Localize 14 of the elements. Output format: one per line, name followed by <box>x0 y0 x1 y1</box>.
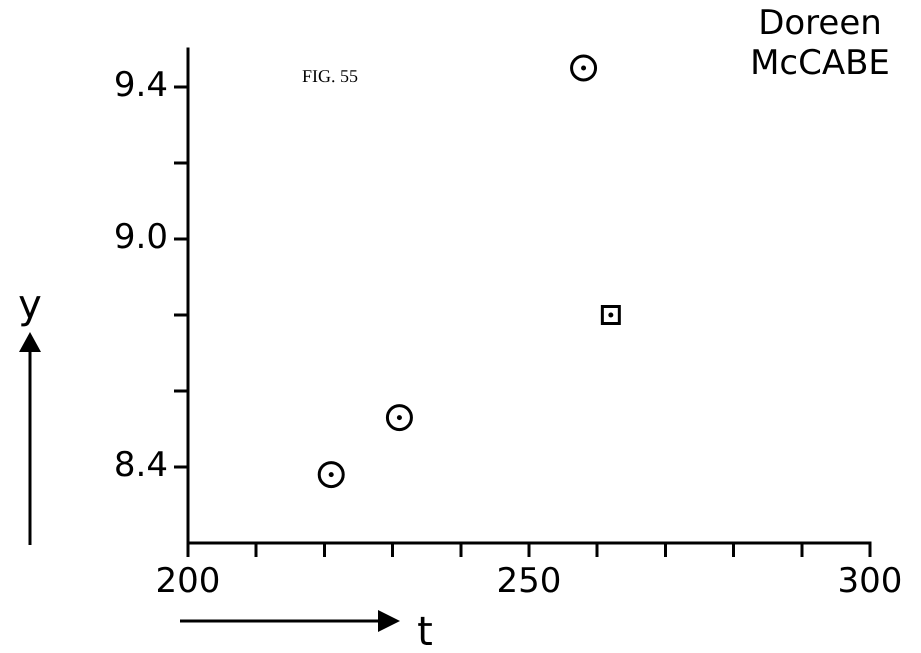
y-axis-title: y <box>18 282 42 328</box>
x-tick-label: 250 <box>496 561 562 602</box>
x-axis-title: t <box>417 609 433 653</box>
y-tick-label: 9.4 <box>114 64 168 105</box>
point <box>318 461 345 488</box>
point <box>386 404 413 432</box>
chart-title: Doreen McCABE <box>750 3 890 83</box>
point <box>600 305 621 325</box>
y-tick-label: 8.4 <box>114 444 168 485</box>
annotation: FIG. 55 <box>302 66 358 86</box>
x-tick-label: 200 <box>156 561 220 602</box>
y-tick-label: 9.0 <box>114 216 168 257</box>
point <box>570 54 598 82</box>
x-tick-label: 300 <box>838 561 902 602</box>
